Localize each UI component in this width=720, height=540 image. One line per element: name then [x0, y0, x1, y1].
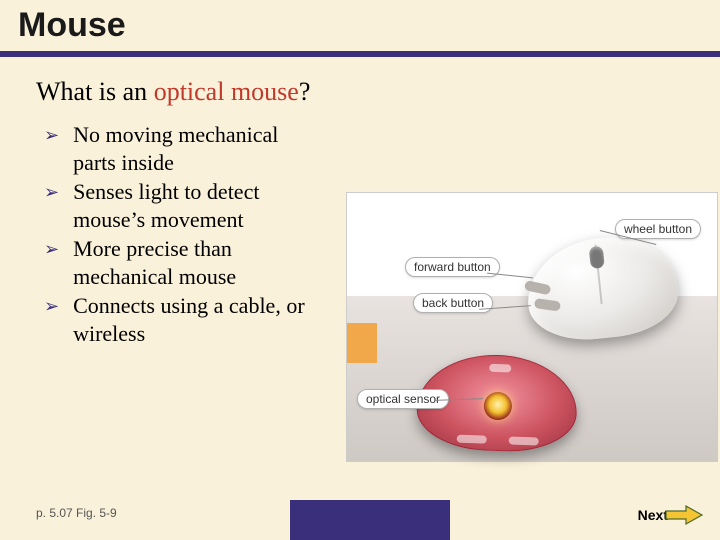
bullet-icon: ➢ [44, 239, 59, 260]
mouse-figure: wheel button forward button back button … [346, 192, 718, 462]
title-bar: Mouse [0, 0, 720, 49]
callout-forward-button: forward button [405, 257, 500, 277]
bullet-icon: ➢ [44, 125, 59, 146]
bullet-text: No moving mechanical parts inside [73, 121, 320, 176]
bullet-text: Senses light to detect mouse’s movement [73, 178, 320, 233]
slide-title: Mouse [18, 6, 702, 45]
footer-accent-box [290, 500, 450, 540]
list-item: ➢ No moving mechanical parts inside [44, 121, 320, 176]
mouse-wheel [589, 246, 605, 269]
figure-accent-stripe [347, 323, 377, 363]
list-item: ➢ Senses light to detect mouse’s movemen… [44, 178, 320, 233]
page-reference: p. 5.07 Fig. 5-9 [36, 506, 117, 520]
list-item: ➢ Connects using a cable, or wireless [44, 292, 320, 347]
arrow-right-icon [664, 504, 704, 526]
slide-subtitle: What is an optical mouse? [0, 57, 720, 121]
bullet-text: More precise than mechanical mouse [73, 235, 320, 290]
mouse-glide-pad [489, 364, 511, 373]
bullet-icon: ➢ [44, 296, 59, 317]
callout-back-button: back button [413, 293, 493, 313]
bullet-list: ➢ No moving mechanical parts inside ➢ Se… [0, 121, 320, 347]
mouse-glide-pad [457, 435, 487, 444]
list-item: ➢ More precise than mechanical mouse [44, 235, 320, 290]
bullet-text: Connects using a cable, or wireless [73, 292, 320, 347]
subtitle-prefix: What is an [36, 77, 154, 106]
mouse-back-button [534, 298, 561, 312]
subtitle-highlight: optical mouse [154, 77, 299, 106]
mouse-glide-pad [509, 436, 539, 445]
subtitle-suffix: ? [299, 77, 311, 106]
bullet-icon: ➢ [44, 182, 59, 203]
mouse-forward-button [524, 280, 552, 295]
mouse-optical-sensor [483, 392, 512, 421]
next-button[interactable]: Next [638, 504, 704, 526]
